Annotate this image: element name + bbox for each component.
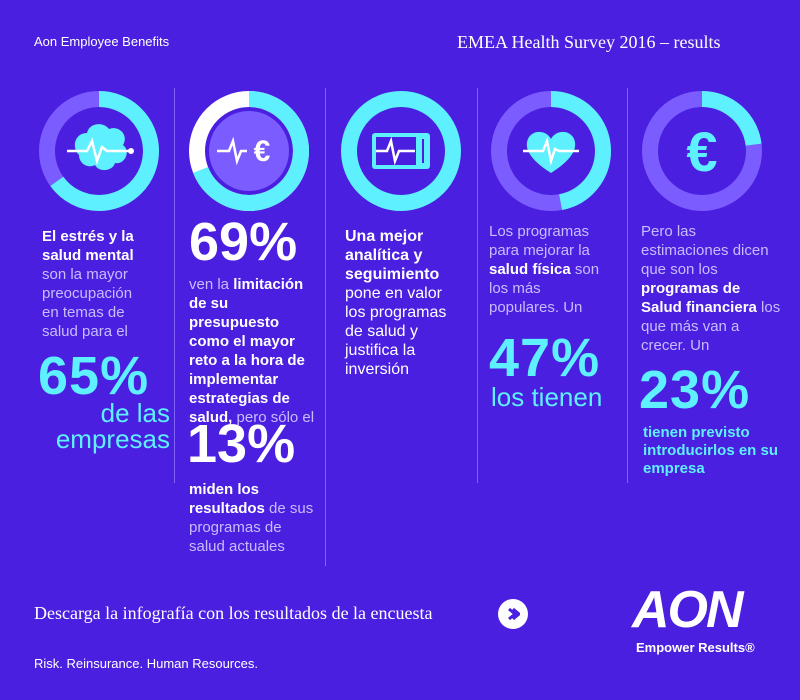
progress-ring-stress (39, 91, 159, 211)
measure-highlight: miden los resultados (189, 481, 265, 517)
column-divider (477, 88, 478, 483)
analytics-text: pone en valor los programas de salud y j… (345, 285, 447, 378)
progress-ring-physical (491, 91, 611, 211)
progress-ring-analytics (341, 91, 461, 211)
svg-text:€: € (254, 135, 271, 168)
physical-text-1: Los programas para mejorar la (489, 223, 590, 259)
stress-text: son la mayor preocupación en temas de sa… (42, 266, 133, 340)
aon-logo: AON (632, 581, 744, 639)
column-divider (325, 88, 326, 566)
budget-text-2: pero sólo el (236, 409, 315, 426)
logo-tagline: Empower Results® (636, 640, 755, 655)
analytics-highlight: Una mejor analítica y seguimiento (345, 228, 440, 283)
tagline: Risk. Reinsurance. Human Resources. (34, 656, 258, 671)
budget-description: ven la limitación de su presupuesto como… (189, 275, 317, 427)
column-divider (174, 88, 175, 483)
euro-heartbeat-icon: € (217, 135, 271, 168)
brand-label: Aon Employee Benefits (34, 34, 170, 49)
euro-icon: € (686, 120, 717, 183)
progress-ring-budget: € (189, 91, 309, 211)
stat-69: 69% (189, 212, 298, 272)
brain-icon (67, 124, 134, 171)
stat-23: 23% (639, 360, 751, 420)
physical-text-2: son los más populares. Un (489, 261, 600, 316)
page-title: EMEA Health Survey 2016 – results (457, 32, 721, 52)
stat-23-label: tienen previsto introducirlos en su empr… (643, 424, 779, 477)
monitor-heartbeat-icon (372, 133, 430, 169)
financial-description: Pero las estimaciones dicen que son los … (641, 222, 781, 355)
financial-text-2: los que más van a crecer. Un (641, 299, 781, 354)
stat-47-label: los tienen (491, 382, 603, 412)
stat-65-label: de las empresas (55, 398, 170, 454)
budget-text-1: ven la (189, 276, 230, 293)
stat-13: 13% (187, 414, 296, 474)
stat-47: 47% (489, 328, 601, 388)
progress-ring-financial: € (642, 91, 762, 211)
physical-highlight: salud física (489, 261, 571, 278)
measure-text: de sus programas de salud actuales (189, 500, 314, 555)
chevron-right-icon (508, 607, 520, 621)
column-divider (627, 88, 628, 483)
svg-text:€: € (686, 120, 717, 183)
budget-highlight: limitación de su presupuesto como el may… (189, 276, 305, 426)
financial-highlight: programas de Salud financiera (641, 280, 757, 316)
stress-highlight: El estrés y la salud mental (42, 228, 134, 264)
download-button[interactable] (498, 599, 528, 629)
heart-icon (523, 131, 579, 173)
analytics-description: Una mejor analítica y seguimiento pone e… (345, 227, 465, 379)
stat-65: 65% (38, 346, 150, 406)
physical-description: Los programas para mejorar la salud físi… (489, 222, 614, 317)
measure-description: miden los resultados de sus programas de… (189, 480, 317, 556)
stress-description: El estrés y la salud mental son la mayor… (42, 227, 152, 341)
financial-text-1: Pero las estimaciones dicen que son los (641, 223, 769, 278)
download-link[interactable]: Descarga la infografía con los resultado… (34, 603, 433, 623)
